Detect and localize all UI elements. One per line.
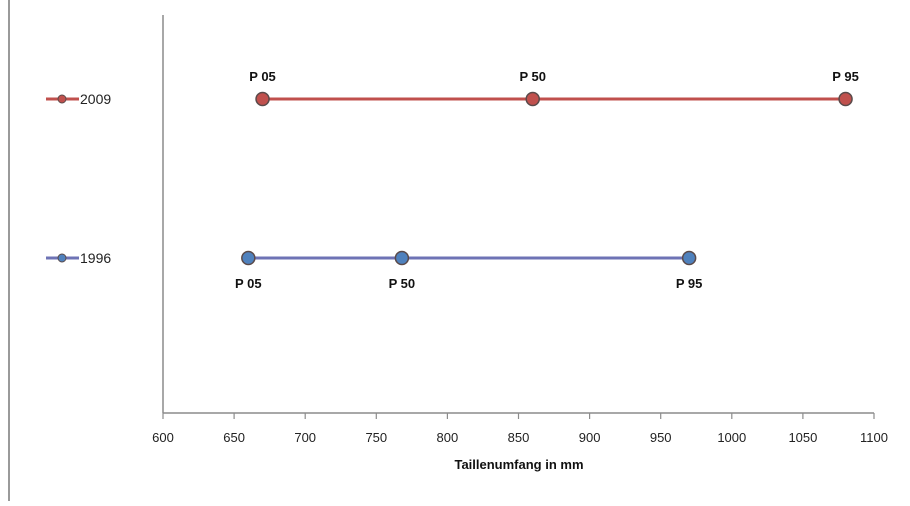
series-1996-point-label: P 05 <box>235 276 262 291</box>
x-tick-label: 900 <box>579 430 601 445</box>
series-2009-point <box>255 91 270 107</box>
x-tick-label: 600 <box>152 430 174 445</box>
legend-marker-2009 <box>57 94 67 104</box>
x-tick-label: 800 <box>437 430 459 445</box>
series-2009-point-label: P 95 <box>832 69 859 84</box>
x-tick-label: 650 <box>223 430 245 445</box>
series-2009-point <box>838 91 853 107</box>
legend-label-2009: 2009 <box>80 91 111 107</box>
x-tick-label: 700 <box>294 430 316 445</box>
legend-marker-1996 <box>57 253 67 263</box>
x-tick-label: 1050 <box>788 430 817 445</box>
series-2009-point-label: P 05 <box>249 69 276 84</box>
series-2009-point-label: P 50 <box>519 69 546 84</box>
x-tick-label: 950 <box>650 430 672 445</box>
series-1996-point <box>681 250 697 266</box>
x-tick-label: 1000 <box>717 430 746 445</box>
x-axis-title: Taillenumfang in mm <box>454 457 583 472</box>
x-tick-label: 750 <box>365 430 387 445</box>
x-tick-label: 1100 <box>860 430 888 445</box>
series-1996-point <box>241 250 256 266</box>
series-1996-point-label: P 95 <box>676 276 703 291</box>
series-2009-point <box>525 91 540 107</box>
legend-label-1996: 1996 <box>80 250 111 266</box>
x-tick-label: 850 <box>508 430 530 445</box>
series-1996-point <box>394 250 410 266</box>
series-1996-point-label: P 50 <box>389 276 416 291</box>
